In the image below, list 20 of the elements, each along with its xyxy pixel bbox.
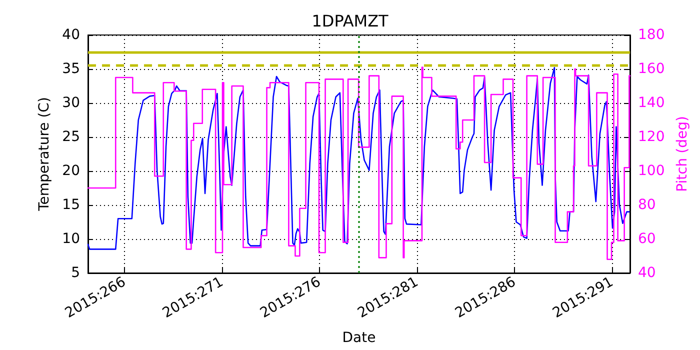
- y2-tick-label: 60: [638, 231, 656, 247]
- y2-tick-label: 120: [638, 129, 665, 145]
- y-tick-label: 10: [62, 231, 80, 247]
- y2-tick-label: 180: [638, 27, 665, 43]
- y2-tick-label: 140: [638, 95, 665, 111]
- y2-axis-title: Pitch (deg): [674, 116, 691, 192]
- y-tick-label: 5: [71, 265, 80, 281]
- x-axis-title: Date: [342, 330, 376, 346]
- y-tick-label: 20: [62, 163, 80, 179]
- y-tick-label: 15: [62, 197, 80, 213]
- y-tick-label: 25: [62, 129, 80, 145]
- y2-tick-label: 80: [638, 197, 656, 213]
- y-tick-label: 40: [62, 27, 80, 43]
- y-tick-label: 35: [62, 61, 80, 77]
- chart-title: 1DPAMZT: [312, 12, 389, 30]
- y2-tick-label: 160: [638, 61, 665, 77]
- y-tick-label: 30: [62, 95, 80, 111]
- y2-tick-label: 100: [638, 163, 665, 179]
- y2-tick-label: 40: [638, 265, 656, 281]
- y-axis-title: Temperature (C): [36, 97, 52, 212]
